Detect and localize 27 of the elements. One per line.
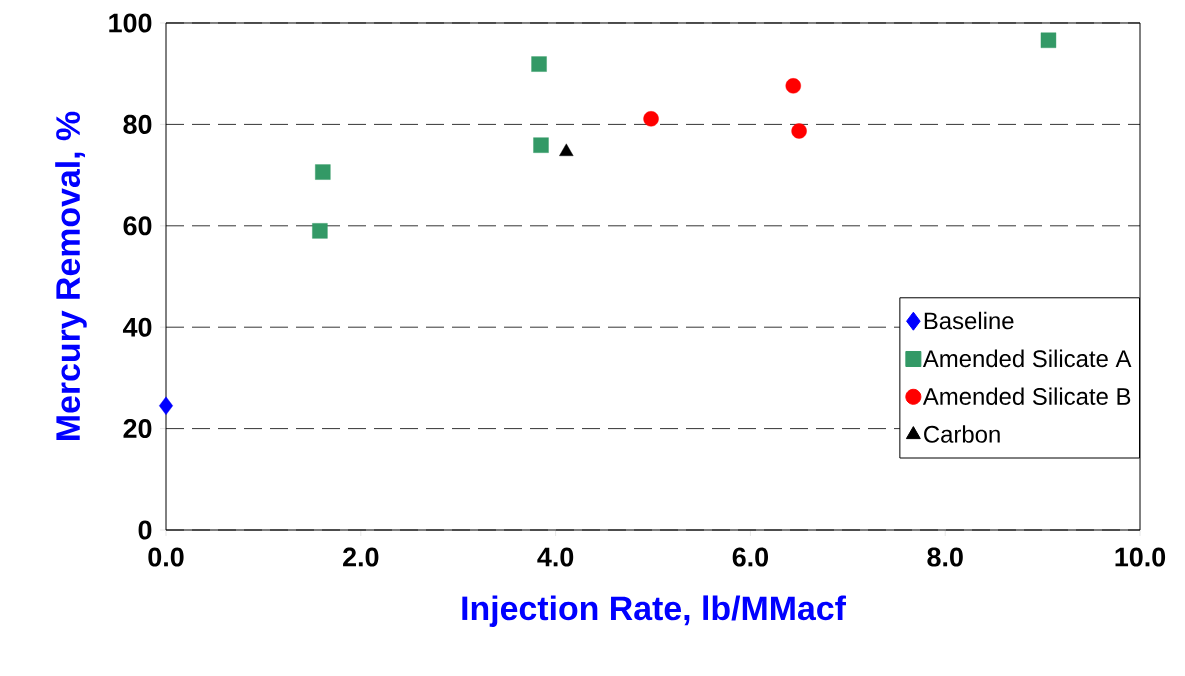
legend-label: Amended Silicate A — [922, 349, 1132, 368]
y-axis-title: Mercury Removal, % — [55, 111, 87, 440]
legend-label: Amended Silicate B — [922, 387, 1131, 405]
x-tick-label: 10.0 — [1115, 547, 1166, 567]
legend-label: Baseline — [924, 311, 1014, 330]
y-tick-label: 80 — [123, 114, 152, 134]
point — [533, 137, 549, 153]
x-tick-label: 0.0 — [148, 547, 184, 567]
point — [531, 56, 547, 72]
x-tick-label: 2.0 — [343, 547, 379, 567]
point — [312, 223, 328, 239]
y-tick-label: 0 — [138, 520, 152, 540]
point — [1040, 32, 1057, 48]
y-tick-label: 100 — [109, 13, 152, 33]
y-tick-label: 40 — [122, 317, 152, 337]
point — [785, 78, 801, 94]
point — [643, 111, 659, 127]
point — [159, 396, 173, 415]
y-tick-label: 60 — [123, 216, 152, 236]
x-tick-label: 6.0 — [732, 547, 768, 567]
x-axis-title: Injection Rate, lb/MMacf — [462, 595, 846, 627]
legend-label: Carbon — [924, 425, 1000, 443]
x-tick-label: 8.0 — [927, 547, 963, 567]
y-tick-label: 20 — [123, 419, 152, 439]
point — [315, 164, 331, 180]
x-tick-label: 4.0 — [537, 547, 574, 567]
point — [791, 123, 807, 139]
